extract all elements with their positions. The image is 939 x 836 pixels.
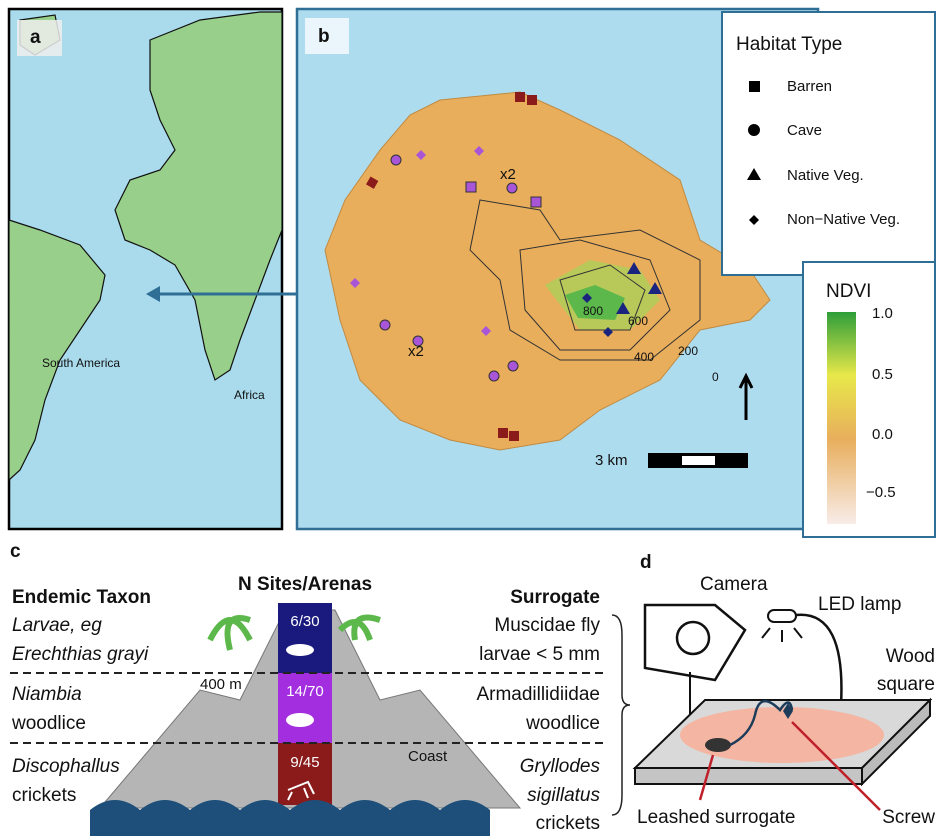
arena [680,707,884,763]
surrogate: Muscidae fly [494,615,600,636]
panel-label: d [640,552,652,573]
site [531,197,541,207]
count: 14/70 [286,683,324,700]
taxon: Discophallus [12,756,120,777]
color-bar [827,312,856,524]
place-label: South America [42,356,120,370]
site [498,428,508,438]
contour-label: 800 [583,304,603,318]
surrogate: crickets [536,813,600,834]
elevation-label: 400 m [200,676,242,693]
site [509,431,519,441]
annotation: x2 [408,343,424,360]
legend-symbol [749,81,760,92]
taxon: Erechthias grayi [12,644,149,665]
camera-lens [677,622,709,654]
taxon: Niambia [12,684,82,705]
site [391,155,401,165]
ndvi-tick: 1.0 [872,305,893,322]
brace [612,615,630,815]
site [508,361,518,371]
panel-a: a South America Africa [9,9,297,529]
component-label: Leashed surrogate [637,807,795,828]
site [380,320,390,330]
component-label: Screw [882,807,935,828]
taxon: woodlice [11,713,86,734]
surrogate-icon [705,738,731,752]
legend-label: Native Veg. [787,167,864,184]
component-label: LED lamp [818,594,901,615]
count: 9/45 [290,754,319,771]
legend-label: Cave [787,122,822,139]
surrogate: Gryllodes [520,756,601,777]
component-label: Wood [886,646,935,667]
coast-label: Coast [408,748,448,765]
taxon: Larvae, eg [12,615,102,636]
surrogate: Armadillidiidae [476,684,600,705]
legend-label: Non−Native Veg. [787,211,900,228]
legend-label: Barren [787,78,832,95]
stratum [278,743,332,805]
header: Surrogate [510,587,600,608]
ndvi-tick: 0.5 [872,366,893,383]
icon [286,713,314,727]
wood-edge [635,768,862,784]
panel-d: d Camera LED lamp Wood square Leashed su… [635,552,935,828]
panel-label: a [30,27,41,48]
lamp-arm [796,615,841,705]
ndvi-tick: −0.5 [866,484,896,501]
panel-label: b [318,26,330,47]
icon [286,644,314,656]
panel-c: c Endemic Taxon N Sites/Arenas Surrogate… [10,541,630,836]
contour-label: 400 [634,350,654,364]
surrogate: sigillatus [527,785,600,806]
page: a South America Africa b x2 x2 800 60 [0,0,939,836]
lamp [768,610,796,622]
lamp-light [762,628,802,642]
scale-label: 3 km [595,452,628,469]
figure: a South America Africa b x2 x2 800 60 [0,0,939,836]
surrogate: woodlice [525,713,600,734]
site [507,183,517,193]
header: N Sites/Arenas [238,574,372,595]
legend-title: Habitat Type [736,34,842,55]
annotation: x2 [500,166,516,183]
legend-symbol [748,124,760,136]
component-label: square [877,674,935,695]
place-label: Africa [234,388,265,402]
site [527,95,537,105]
taxon: crickets [12,785,76,806]
header: Endemic Taxon [12,587,151,608]
panel-b: b x2 x2 800 600 400 200 0 3 km Habitat T… [297,9,935,537]
ndvi-tick: 0.0 [872,426,893,443]
site [466,182,476,192]
contour-label: 200 [678,344,698,358]
contour-label: 0 [712,370,719,384]
scale-bar [682,456,715,465]
count: 6/30 [290,613,319,630]
site [515,92,525,102]
panel-label: c [10,541,21,562]
surrogate: larvae < 5 mm [479,644,600,665]
component-label: Camera [700,574,768,595]
contour-label: 600 [628,314,648,328]
site [489,371,499,381]
legend-title: NDVI [826,281,871,302]
